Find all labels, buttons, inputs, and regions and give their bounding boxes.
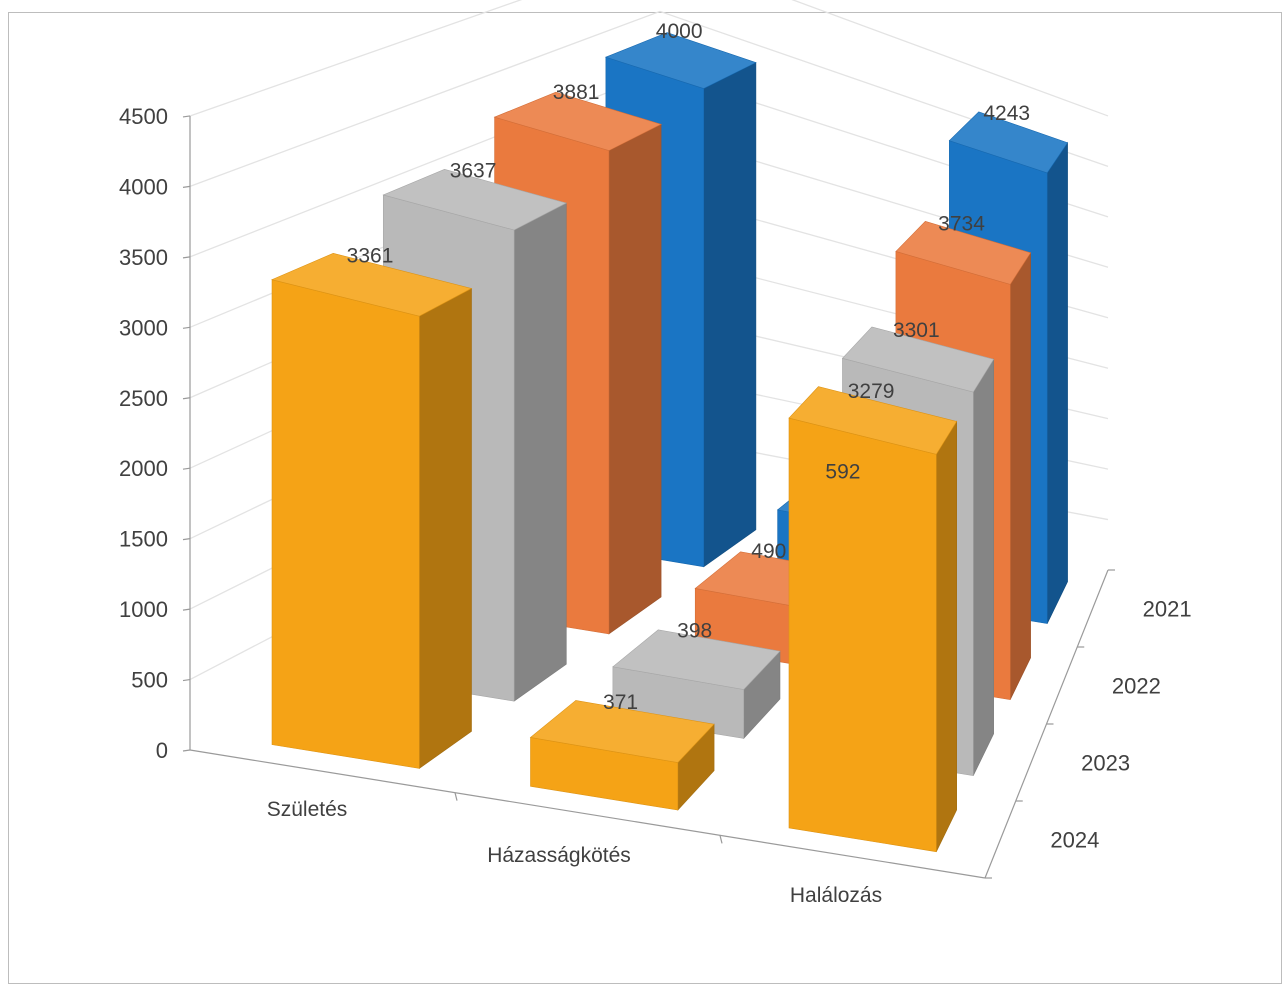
bars xyxy=(271,32,1069,853)
x-axis-line xyxy=(189,749,986,879)
series-label: 2022 xyxy=(1112,674,1161,699)
data-label: 4243 xyxy=(983,102,1030,125)
bar-side-face xyxy=(1009,251,1031,700)
bar-top-face xyxy=(788,386,958,455)
y-tick-mark xyxy=(182,256,191,259)
category-label: Születés xyxy=(267,798,348,821)
y-tick-mark xyxy=(182,185,191,188)
bar-2024-2 xyxy=(788,386,958,853)
series-label: 2023 xyxy=(1081,751,1130,776)
data-label: 592 xyxy=(825,461,860,484)
bar-side-face xyxy=(419,287,472,769)
bar-top-face xyxy=(382,169,568,231)
bar-front-face xyxy=(788,417,937,853)
bar-2024-1 xyxy=(529,700,715,811)
y-tick-mark xyxy=(182,467,191,470)
y-tick-label: 0 xyxy=(156,738,168,763)
bar-side-face xyxy=(513,202,567,702)
bar-top-face xyxy=(948,111,1069,174)
data-label: 3279 xyxy=(848,380,895,403)
data-label: 398 xyxy=(677,619,712,642)
bar-top-face xyxy=(604,32,757,89)
gridline-4500 xyxy=(189,0,1109,117)
gridline-4000 xyxy=(189,10,1109,188)
bar-front-face xyxy=(271,279,420,769)
series-label: 2024 xyxy=(1050,828,1099,853)
y-tick-mark xyxy=(182,749,191,752)
y-tick-label: 500 xyxy=(131,668,168,693)
data-label: 490 xyxy=(751,540,786,563)
bar-top-face xyxy=(895,220,1032,285)
series-label: 2021 xyxy=(1143,597,1192,622)
x-tick-mark xyxy=(454,792,458,801)
data-label: 3301 xyxy=(893,319,940,342)
bar-top-face xyxy=(841,326,995,393)
y-tick-label: 3500 xyxy=(119,245,168,270)
y-tick-label: 2000 xyxy=(119,456,168,481)
bar-top-face xyxy=(493,91,662,151)
bar-top-face xyxy=(529,700,715,763)
bar-side-face xyxy=(608,123,662,635)
axes xyxy=(182,115,1115,879)
data-label: 3637 xyxy=(450,159,497,182)
data-label: 4000 xyxy=(656,20,703,43)
x-tick-mark xyxy=(719,835,723,844)
bar-top-face xyxy=(271,252,473,317)
y-tick-label: 1000 xyxy=(119,597,168,622)
y-tick-label: 4000 xyxy=(119,174,168,199)
y-tick-mark xyxy=(182,397,191,400)
y-tick-label: 4500 xyxy=(119,104,168,129)
y-tick-label: 3000 xyxy=(119,315,168,340)
data-label: 3734 xyxy=(938,212,985,235)
labels: 0 500 1000 1500 2000 2500 3000 3500 4000 4500 Szül… xyxy=(119,20,1192,907)
category-label: Házasságkötés xyxy=(487,844,631,867)
y-tick-label: 2500 xyxy=(119,386,168,411)
y-tick-label: 1500 xyxy=(119,527,168,552)
bar-2024-0 xyxy=(271,252,473,769)
y-tick-mark xyxy=(182,538,191,541)
bar-side-face xyxy=(703,62,757,568)
bar-side-face xyxy=(973,358,994,776)
bar-top-face xyxy=(612,629,781,690)
y-tick-mark xyxy=(182,608,191,611)
y-tick-mark xyxy=(182,678,191,682)
category-label: Halálozás xyxy=(790,884,882,907)
data-label: 371 xyxy=(603,691,638,714)
bar-side-face xyxy=(1046,141,1068,624)
data-label: 3361 xyxy=(347,244,394,267)
bar-side-face xyxy=(936,420,957,852)
data-label: 3881 xyxy=(553,81,600,104)
y-tick-mark xyxy=(182,115,191,118)
y-tick-mark xyxy=(182,326,191,329)
